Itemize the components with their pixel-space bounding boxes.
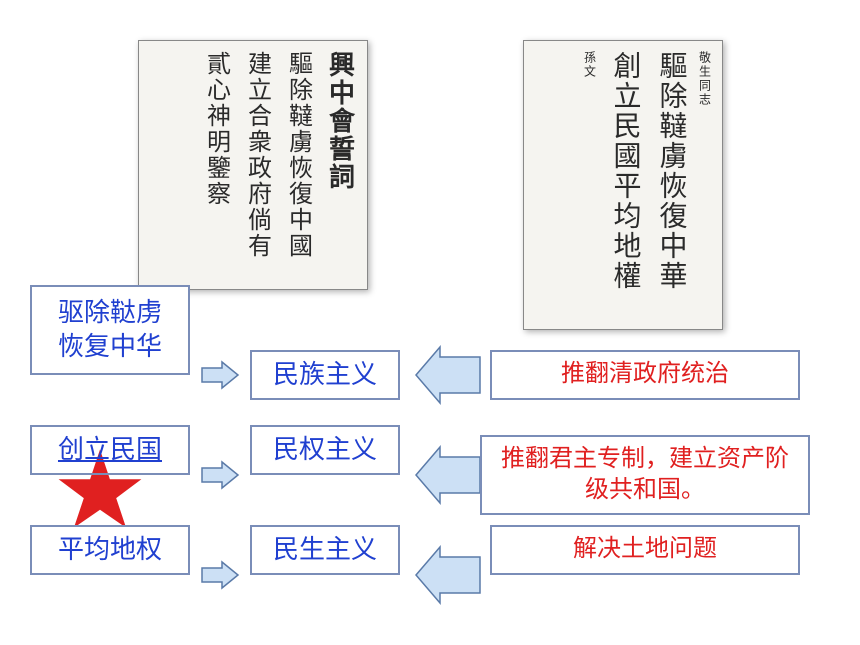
img1-col4: 貳心神明鑒察 [199, 51, 234, 279]
img1-col3: 建立合衆政府倘有 [240, 51, 275, 279]
calligraphy-image-2: 敬生同志 驅除韃虜恢復中華 創立民國平均地權 孫文 [523, 40, 723, 330]
row1-right-box: 推翻清政府统治 [490, 350, 800, 400]
img2-sig2: 孫文 [582, 51, 599, 319]
row2-mid-box: 民权主义 [250, 425, 400, 475]
arrow-left-icon [412, 545, 482, 605]
row3-mid-text: 民生主义 [273, 533, 377, 567]
row3-mid-box: 民生主义 [250, 525, 400, 575]
img2-col1: 驅除韃虜恢復中華 [651, 51, 691, 319]
arrow-right-icon [200, 460, 240, 490]
row1-left-box: 驱除鞑虏 恢复中华 [30, 285, 190, 375]
row1-left-text: 驱除鞑虏 恢复中华 [58, 296, 162, 364]
calligraphy-image-1: 興中會誓詞 驅除韃虜恢復中國 建立合衆政府倘有 貳心神明鑒察 [138, 40, 368, 290]
row2-right-box: 推翻君主专制，建立资产阶级共和国。 [480, 435, 810, 515]
row3-left-box: 平均地权 [30, 525, 190, 575]
row1-right-text: 推翻清政府统治 [561, 359, 729, 390]
row3-right-text: 解决土地问题 [573, 534, 717, 565]
img1-col2: 驅除韃虜恢復中國 [281, 51, 316, 279]
img1-title: 興中會誓詞 [322, 51, 359, 279]
row2-mid-text: 民权主义 [273, 433, 377, 467]
row2-left-text: 创立民国 [58, 433, 162, 467]
row3-right-box: 解决土地问题 [490, 525, 800, 575]
row2-left-box: 创立民国 [30, 425, 190, 475]
row3-left-text: 平均地权 [58, 533, 162, 567]
arrow-right-icon [200, 360, 240, 390]
row1-mid-box: 民族主义 [250, 350, 400, 400]
arrow-right-icon [200, 560, 240, 590]
img2-sig1: 敬生同志 [697, 51, 714, 319]
row2-right-text: 推翻君主专制，建立资产阶级共和国。 [494, 444, 796, 506]
img2-col2: 創立民國平均地權 [605, 51, 645, 319]
arrow-left-icon [412, 445, 482, 505]
row1-mid-text: 民族主义 [273, 358, 377, 392]
arrow-left-icon [412, 345, 482, 405]
